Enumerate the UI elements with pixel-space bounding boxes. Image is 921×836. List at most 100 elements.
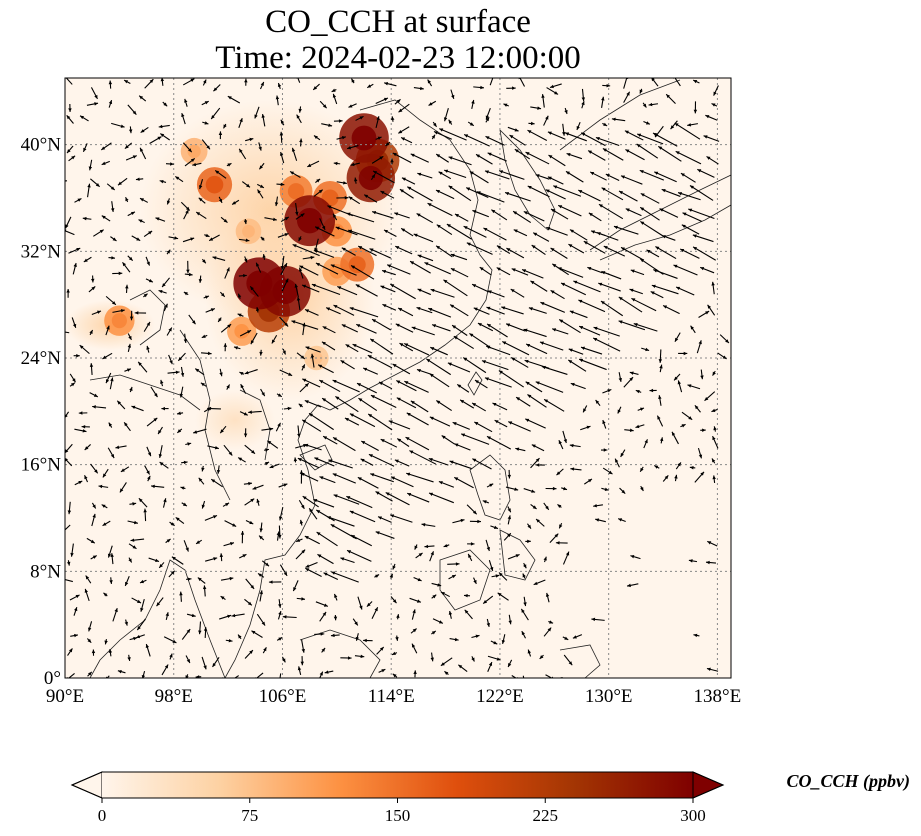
wind-arrow	[519, 78, 526, 87]
wind-arrowhead	[214, 446, 219, 450]
wind-arrowhead	[635, 424, 640, 429]
wind-arrowhead	[443, 543, 448, 548]
wind-arrowhead	[397, 438, 402, 442]
wind-arrowhead	[321, 225, 326, 230]
wind-arrowhead	[528, 307, 533, 311]
map-title: CO_CCH at surface	[265, 4, 531, 40]
wind-arrowhead	[170, 162, 174, 166]
wind-arrowhead	[166, 538, 171, 543]
wind-arrowhead	[290, 171, 295, 175]
wind-arrowhead	[223, 218, 228, 223]
wind-arrowhead	[694, 405, 699, 410]
wind-arrowhead	[92, 513, 96, 518]
wind-arrowhead	[160, 133, 165, 138]
wind-arrowhead	[387, 264, 392, 268]
wind-arrowhead	[640, 258, 645, 263]
wind-arrowhead	[392, 565, 396, 570]
wind-arrow	[583, 240, 606, 254]
wind-arrowhead	[486, 345, 491, 349]
wind-arrow	[652, 132, 678, 147]
wind-arrowhead	[432, 686, 435, 690]
wind-arrowhead	[138, 361, 142, 366]
wind-arrowhead	[570, 382, 575, 387]
wind-arrowhead	[702, 428, 706, 432]
wind-arrow	[508, 421, 531, 432]
wind-arrowhead	[600, 301, 605, 305]
wind-arrowhead	[451, 94, 455, 99]
wind-arrowhead	[464, 609, 469, 614]
wind-arrow	[405, 436, 430, 451]
wind-arrow	[502, 340, 530, 356]
wind-arrowhead	[404, 381, 409, 385]
wind-arrowhead	[163, 102, 168, 107]
wind-arrowhead	[535, 174, 540, 178]
wind-arrowhead	[170, 522, 175, 526]
wind-arrowhead	[401, 177, 406, 181]
wind-arrow	[564, 132, 587, 142]
wind-arrowhead	[195, 368, 200, 373]
wind-arrowhead	[588, 150, 593, 154]
wind-arrowhead	[355, 284, 360, 288]
wind-arrowhead	[333, 437, 338, 441]
wind-arrowhead	[316, 178, 321, 183]
wind-arrow	[527, 394, 547, 408]
wind-arrowhead	[398, 129, 403, 134]
wind-arrowhead	[569, 310, 574, 314]
wind-arrowhead	[280, 266, 285, 270]
wind-arrow	[301, 419, 322, 432]
wind-arrowhead	[229, 576, 234, 581]
wind-arrow	[677, 192, 701, 201]
wind-arrowhead	[117, 670, 122, 674]
wind-arrow	[535, 381, 564, 393]
wind-arrowhead	[350, 162, 355, 167]
wind-arrowhead	[265, 448, 269, 452]
wind-arrow	[429, 373, 450, 388]
wind-arrowhead	[360, 654, 365, 659]
wind-arrowhead	[693, 109, 698, 114]
wind-arrowhead	[332, 473, 337, 477]
wind-arrowhead	[479, 267, 484, 271]
wind-arrowhead	[487, 152, 492, 156]
wind-arrow	[396, 380, 417, 392]
wind-arrowhead	[249, 650, 253, 654]
wind-arrowhead	[514, 149, 519, 153]
wind-arrowhead	[263, 647, 267, 652]
wind-arrowhead	[487, 290, 492, 294]
wind-arrowhead	[627, 583, 631, 588]
wind-arrow	[486, 435, 512, 450]
wind-arrowhead	[378, 381, 383, 386]
wind-arrowhead	[588, 212, 593, 217]
wind-arrowhead	[452, 422, 457, 426]
colorbar: 0 75 150 225 300 CO_CCH (ppbv)	[70, 771, 910, 825]
wind-arrowhead	[347, 550, 352, 554]
wind-arrowhead	[455, 562, 460, 566]
wind-arrowhead	[240, 384, 244, 389]
wind-arrowhead	[383, 97, 388, 102]
colorbar-bar	[102, 772, 693, 798]
latitude-tick-label: 8°N	[30, 561, 61, 582]
wind-arrowhead	[502, 341, 507, 345]
wind-arrowhead	[259, 590, 263, 595]
wind-arrowhead	[198, 279, 203, 283]
latitude-tick-label: 32°N	[21, 241, 62, 262]
wind-arrowhead	[177, 411, 181, 415]
wind-arrowhead	[477, 519, 481, 524]
wind-arrow	[330, 264, 357, 276]
wind-arrowhead	[389, 573, 393, 578]
wind-arrowhead	[379, 156, 384, 160]
wind-arrow	[639, 169, 665, 181]
wind-arrowhead	[275, 95, 280, 100]
wind-arrowhead	[563, 486, 568, 491]
wind-arrowhead	[335, 396, 340, 400]
wind-arrowhead	[190, 158, 195, 162]
wind-arrowhead	[375, 574, 380, 578]
wind-arrowhead	[645, 347, 650, 352]
wind-arrowhead	[345, 344, 350, 348]
wind-arrow	[578, 189, 601, 202]
wind-arrowhead	[705, 115, 710, 119]
wind-arrowhead	[531, 245, 536, 249]
wind-arrowhead	[68, 648, 73, 653]
wind-arrowhead	[367, 84, 372, 88]
wind-arrowhead	[359, 605, 363, 610]
wind-arrowhead	[601, 271, 606, 275]
